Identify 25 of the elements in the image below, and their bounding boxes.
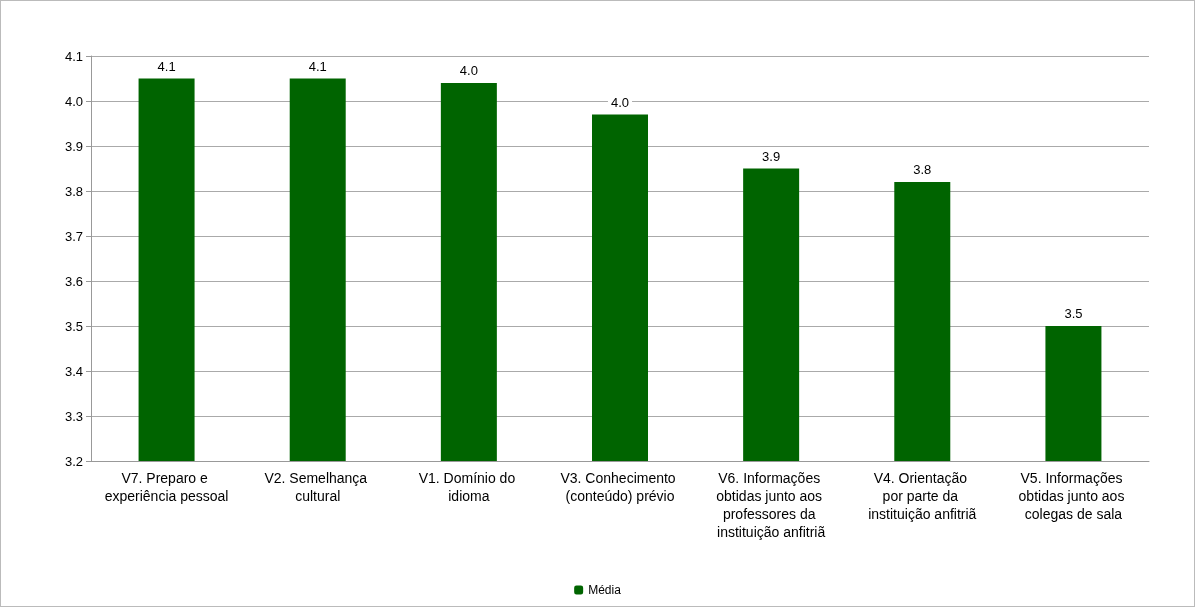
y-tick-label: 3.3: [64, 408, 83, 424]
y-tick-label: 3.7: [64, 228, 83, 244]
y-tick-label: 4.1: [64, 48, 83, 64]
data-label: 3.8: [913, 162, 932, 177]
y-tick-label: 3.2: [64, 453, 83, 469]
y-tick-label: 3.6: [64, 273, 83, 289]
y-tick-label: 3.5: [64, 318, 83, 334]
x-tick-label: V5. Informações obtidas junto aos colegas de sala: [1018, 470, 1129, 522]
data-label: 4.1: [157, 58, 176, 74]
y-tick-label: 4.0: [64, 93, 83, 109]
data-label: 3.9: [762, 148, 781, 164]
x-tick-label: V4. Orientação por parte da instituição anfitriã: [868, 470, 977, 522]
x-tick-label: V6. Informações obtidas junto aos professores da instituição anfitriã: [716, 470, 827, 540]
data-label: 4.0: [459, 63, 478, 78]
x-tick-label: V2. Semelhança cultural: [264, 470, 372, 504]
data-label: 4.1: [308, 58, 327, 74]
x-tick-label: V1. Domínio do idioma: [418, 470, 520, 504]
data-label: 3.5: [1064, 306, 1083, 321]
data-label: 4.0: [610, 94, 630, 110]
legend-label: Média: [588, 583, 622, 597]
y-tick-label: 3.8: [64, 183, 83, 199]
x-tick-label: V3. Conhecimento (conteúdo) prévio: [560, 470, 680, 504]
x-tick-label: V7. Preparo e experiência pessoal: [104, 470, 229, 504]
y-tick-label: 3.4: [64, 363, 83, 379]
y-tick-label: 3.9: [64, 138, 83, 154]
